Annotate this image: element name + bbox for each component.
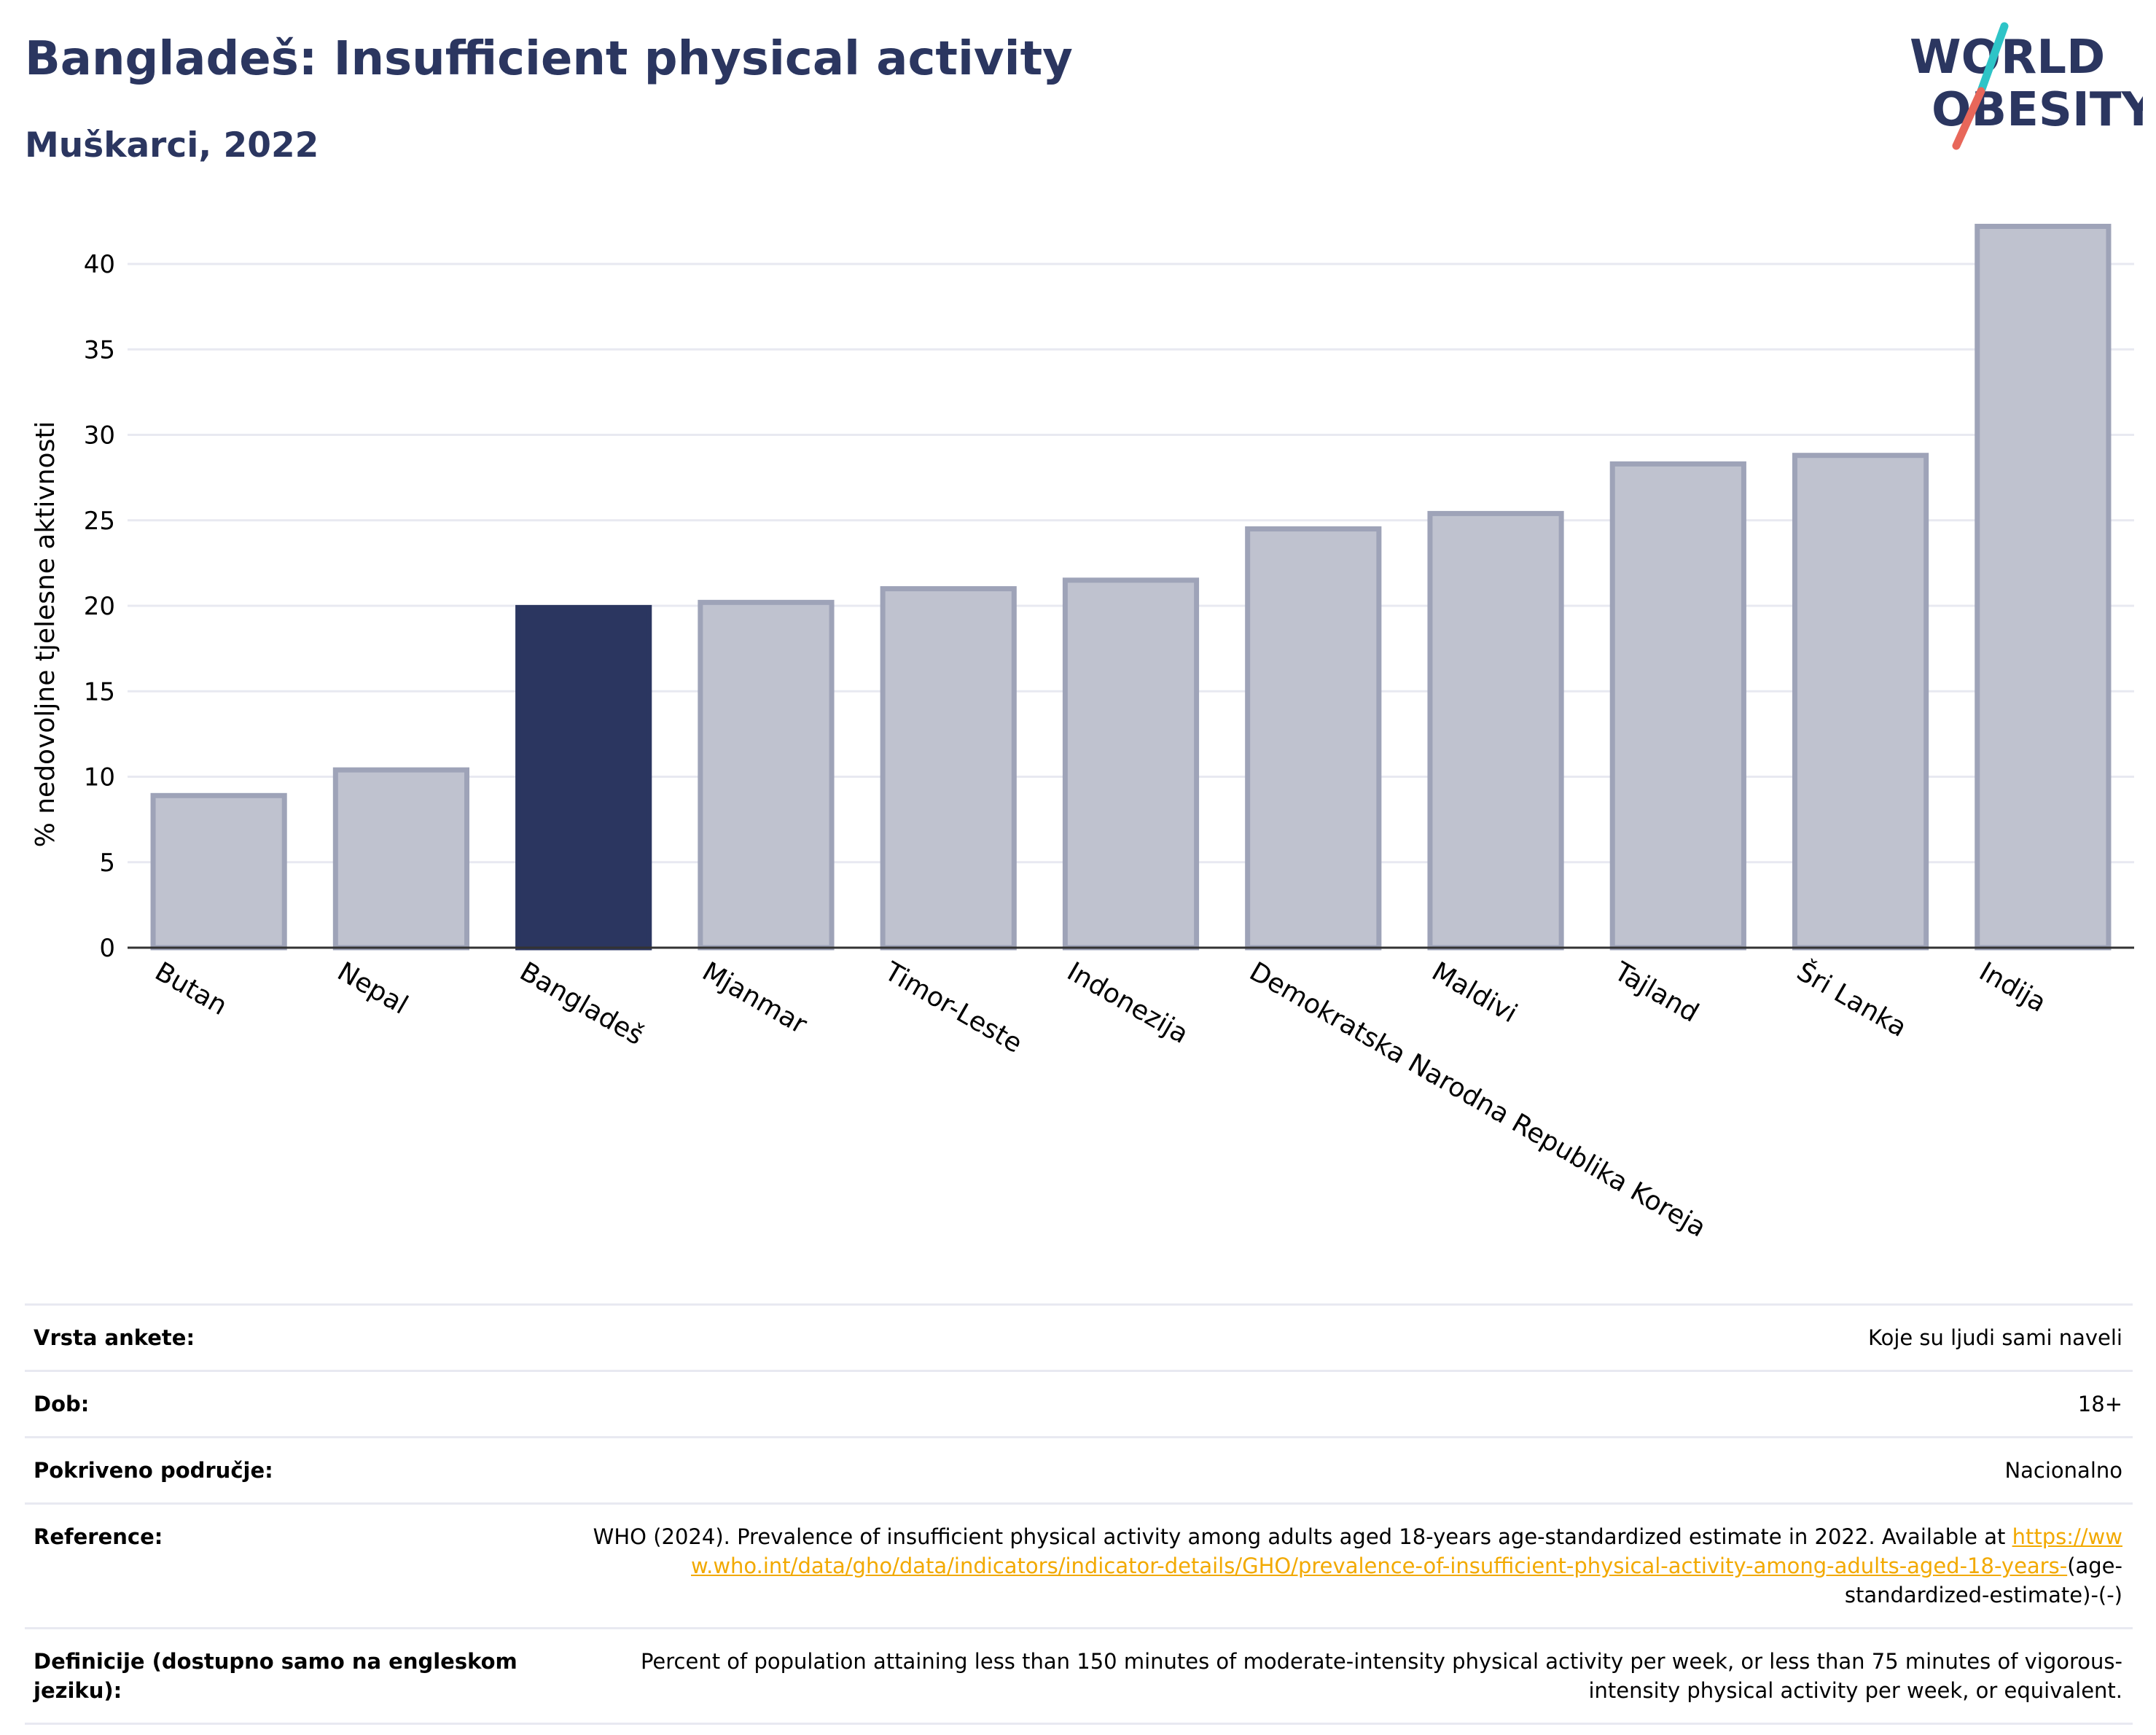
meta-label: Reference: xyxy=(25,1502,567,1629)
world-obesity-logo: WORLD OBESITY xyxy=(1910,22,2143,150)
meta-value: Koje su ljudi sami naveli xyxy=(567,1303,2133,1371)
bar-nepal xyxy=(332,767,470,951)
y-tick-label: 0 xyxy=(99,934,115,963)
x-tick-label: Maldivi xyxy=(1427,956,1523,1029)
reference-text: WHO (2024). Prevalence of insufficient p… xyxy=(593,1524,2006,1549)
bar-šri-lanka xyxy=(1792,453,1929,951)
x-tick-label: Indonezija xyxy=(1062,956,1193,1050)
meta-row-survey-type: Vrsta ankete: Koje su ljudi sami naveli xyxy=(25,1303,2133,1371)
meta-value: WHO (2024). Prevalence of insufficient p… xyxy=(567,1502,2133,1629)
meta-label: Dob: xyxy=(25,1370,567,1438)
meta-label: Definicije (dostupno samo na engleskom j… xyxy=(25,1627,567,1725)
y-tick-label: 35 xyxy=(84,335,115,364)
bars xyxy=(150,223,2112,951)
y-tick-labels: 0 5 10 15 20 25 30 35 40 xyxy=(84,250,115,963)
bar-maldivi xyxy=(1427,510,1564,951)
logo-slash-coral xyxy=(1952,87,1985,150)
bar-mjanmar xyxy=(698,599,835,951)
bar-indija xyxy=(1975,223,2112,951)
bar-indonezija xyxy=(1062,577,1200,951)
meta-value: Nacionalno xyxy=(567,1436,2133,1504)
x-tick-label: Tajland xyxy=(1609,956,1703,1029)
meta-value: 18+ xyxy=(567,1370,2133,1438)
y-tick-label: 10 xyxy=(84,763,115,792)
x-tick-label: Timor-Leste xyxy=(879,956,1027,1059)
meta-value: Percent of population attaining less tha… xyxy=(567,1627,2133,1725)
y-axis-label: % nedovoljne tjelesne aktivnosti xyxy=(31,421,60,848)
metadata-table: Vrsta ankete: Koje su ljudi sami naveli … xyxy=(25,1303,2133,1725)
x-tick-label: Nepal xyxy=(332,956,413,1021)
meta-row-coverage: Pokriveno područje: Nacionalno xyxy=(25,1436,2133,1504)
y-tick-label: 15 xyxy=(84,677,115,706)
x-tick-label: Mjanmar xyxy=(697,956,811,1040)
reference-link[interactable]: https://www.who.int/data/gho/data/indica… xyxy=(691,1524,2122,1578)
logo-text-world: WORLD xyxy=(1910,31,2105,85)
y-tick-label: 25 xyxy=(84,507,115,536)
x-tick-label: Indija xyxy=(1974,956,2051,1018)
meta-row-age: Dob: 18+ xyxy=(25,1370,2133,1438)
reference-suffix: (age-standardized-estimate)-(-) xyxy=(1844,1553,2122,1607)
bar-bangladeš xyxy=(515,604,652,951)
x-tick-labels: Butan Nepal Bangladeš Mjanmar Timor-Leste Ind… xyxy=(150,956,2051,1243)
y-tick-label: 30 xyxy=(84,421,115,451)
bar-timor-leste xyxy=(880,586,1017,951)
chart-title: Bangladeš: Insufficient physical activit… xyxy=(25,32,1073,86)
x-tick-label: Butan xyxy=(150,956,233,1021)
chart-subtitle: Muškarci, 2022 xyxy=(25,125,319,165)
bar-chart: 0 5 10 15 20 25 30 35 40 Butan Nepal Bangladeš Mjan… xyxy=(31,223,2134,1243)
meta-row-definition: Definicije (dostupno samo na engleskom j… xyxy=(25,1627,2133,1725)
meta-label: Vrsta ankete: xyxy=(25,1303,567,1371)
bar-demokratska-narodna-republika-koreja xyxy=(1245,526,1382,951)
y-tick-label: 40 xyxy=(84,250,115,279)
y-tick-label: 5 xyxy=(99,849,115,878)
x-tick-label: Šri Lanka xyxy=(1792,956,1912,1043)
meta-label: Pokriveno područje: xyxy=(25,1436,567,1504)
bar-tajland xyxy=(1609,461,1746,951)
logo-slash-teal xyxy=(1977,22,2009,95)
y-tick-label: 20 xyxy=(84,592,115,621)
x-tick-label: Bangladeš xyxy=(515,956,649,1051)
meta-row-reference: Reference: WHO (2024). Prevalence of ins… xyxy=(25,1502,2133,1629)
bar-butan xyxy=(150,792,287,951)
